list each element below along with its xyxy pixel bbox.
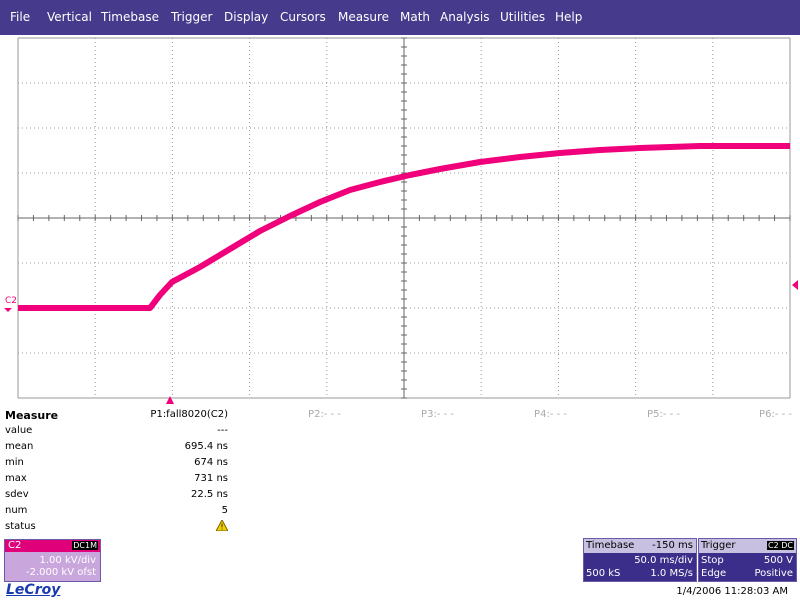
channel-scale: 1.00 kV/div [39,555,97,566]
trigger-time-marker [166,396,174,404]
measure-row-label: max [5,473,27,484]
measure-value: 695.4 ns [184,441,228,452]
measure-value: 22.5 ns [191,489,228,500]
logo: LeCroy [6,582,61,598]
measure-row-label: num [5,505,28,516]
param-header: P5:- - - [647,409,680,420]
param-header: P2:- - - [308,409,341,420]
menu-item[interactable]: Cursors [280,10,326,24]
timebase-title: Timebase [586,540,635,551]
timestamp: 1/4/2006 11:28:03 AM [676,586,788,597]
trigger-type: Edge [701,568,727,579]
measure-row-label: status [5,521,36,532]
channel-offset: -2.000 kV ofst [26,567,96,578]
measure-value: 5 [221,505,228,516]
measure-value: 674 ns [194,457,228,468]
trace-label: C2 [5,296,17,306]
channel-box[interactable]: C2 DC1M 1.00 kV/div -2.000 kV ofst [4,539,101,582]
menu-item[interactable]: Analysis [440,10,490,24]
menu-item[interactable]: Measure [338,10,389,24]
coupling: DC1M [72,541,98,550]
menu-item[interactable]: Math [400,10,431,24]
menu-item[interactable]: Timebase [101,10,159,24]
channel-name: C2 [8,540,22,551]
param-header: P1:fall8020(C2) [150,409,228,420]
menu-item[interactable]: Trigger [171,10,213,24]
param-header: P4:- - - [534,409,567,420]
trigger-level-marker [792,280,798,290]
measure-row-label: sdev [5,489,29,500]
trigger-box[interactable]: Trigger C2 DC Stop 500 V Edge Positive [698,538,797,582]
timebase-box[interactable]: Timebase -150 ms 50.0 ms/div 500 kS 1.0 … [583,538,697,582]
measure-value: --- [217,425,228,436]
trigger-slope: Positive [754,568,793,579]
timebase-samples: 500 kS [586,568,621,579]
measure-value: 731 ns [194,473,228,484]
warning-icon: ! [216,520,228,531]
measure-title: Measure [5,409,59,422]
timebase-rate: 1.0 MS/s [650,568,693,579]
measure-row-label: value [5,425,33,436]
menu-item[interactable]: File [10,10,31,24]
scope-display: C2 [4,37,798,404]
trigger-level: 500 V [763,555,793,566]
timebase-scale: 50.0 ms/div [634,555,693,566]
menu-item[interactable]: Display [224,10,269,24]
timebase-delay: -150 ms [652,540,693,551]
waveform [18,143,790,311]
menu-bar: File Vertical Timebase Trigger Display Cursor… [0,0,800,35]
menu-item[interactable]: Help [555,10,583,24]
trigger-title: Trigger [701,540,736,551]
param-header: P6:- - - [759,409,792,420]
svg-text:!: ! [220,523,223,532]
measure-row-label: mean [5,441,34,452]
trigger-source: C2 DC [767,541,794,550]
param-header: P3:- - - [421,409,454,420]
trace-marker [4,308,12,312]
measure-row-label: min [5,457,24,468]
trigger-mode: Stop [701,555,724,566]
menu-item[interactable]: Utilities [500,10,546,24]
menu-item[interactable]: Vertical [47,10,92,24]
